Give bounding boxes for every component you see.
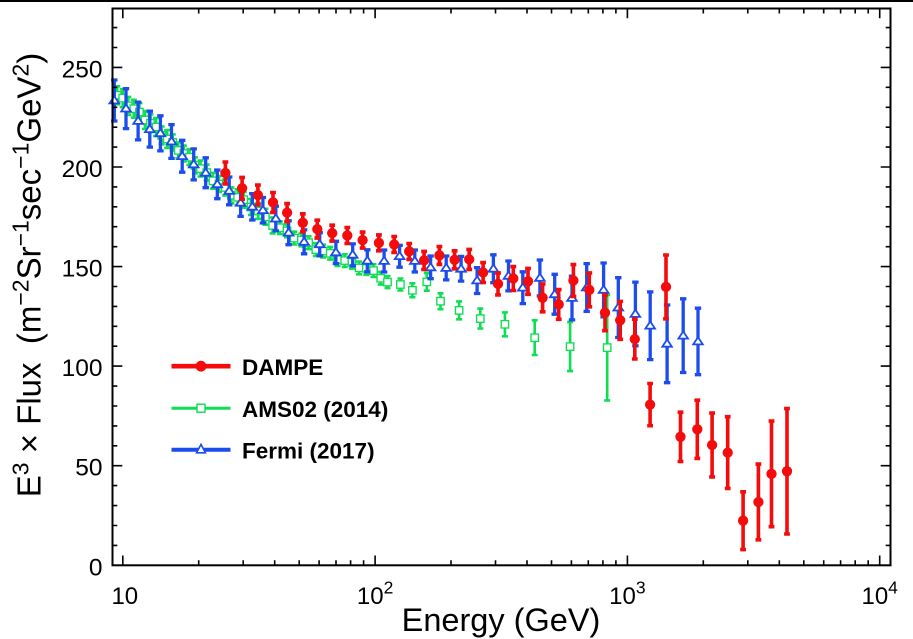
svg-text:100: 100 [62, 355, 103, 382]
svg-text:50: 50 [75, 455, 102, 482]
svg-text:Energy (GeV): Energy (GeV) [402, 602, 601, 638]
svg-text:10: 10 [111, 583, 138, 610]
svg-text:200: 200 [62, 156, 103, 183]
svg-text:AMS02 (2014): AMS02 (2014) [242, 397, 388, 422]
svg-text:Fermi (2017): Fermi (2017) [242, 438, 375, 463]
svg-text:DAMPE: DAMPE [242, 355, 323, 380]
svg-text:0: 0 [89, 554, 103, 581]
svg-text:150: 150 [62, 256, 103, 283]
svg-text:250: 250 [62, 56, 103, 83]
svg-text:E3​ × Flux (m−2​Sr−1​sec−1​Ge: E3​ × Flux (m−2​Sr−1​sec−1​GeV2​) [8, 53, 48, 498]
